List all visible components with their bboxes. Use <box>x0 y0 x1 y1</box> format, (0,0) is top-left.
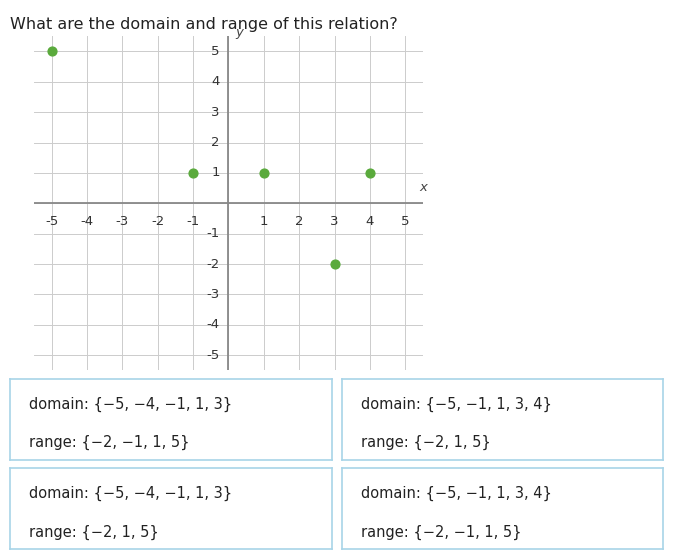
Text: -5: -5 <box>206 349 219 361</box>
Text: 3: 3 <box>330 216 339 228</box>
Text: -4: -4 <box>206 319 219 331</box>
Point <box>329 260 340 268</box>
Text: range: {−2, −1, 1, 5}: range: {−2, −1, 1, 5} <box>30 436 190 451</box>
Text: -4: -4 <box>81 216 93 228</box>
Text: -1: -1 <box>206 227 219 240</box>
Text: 1: 1 <box>259 216 268 228</box>
Point <box>259 168 269 177</box>
Text: -2: -2 <box>206 257 219 271</box>
Text: y: y <box>235 26 243 39</box>
Text: 5: 5 <box>211 45 219 58</box>
Text: 2: 2 <box>295 216 303 228</box>
Text: -1: -1 <box>186 216 200 228</box>
Text: 3: 3 <box>211 106 219 119</box>
Text: 1: 1 <box>211 167 219 179</box>
Text: domain: {−5, −4, −1, 1, 3}: domain: {−5, −4, −1, 1, 3} <box>30 486 233 501</box>
Text: -3: -3 <box>206 288 219 301</box>
Point <box>46 47 57 56</box>
Text: range: {−2, 1, 5}: range: {−2, 1, 5} <box>30 525 159 540</box>
Text: What are the domain and range of this relation?: What are the domain and range of this re… <box>10 17 398 32</box>
Point <box>188 168 198 177</box>
Text: domain: {−5, −1, 1, 3, 4}: domain: {−5, −1, 1, 3, 4} <box>362 397 552 412</box>
Text: -2: -2 <box>151 216 165 228</box>
Text: 4: 4 <box>211 75 219 88</box>
Text: -3: -3 <box>116 216 129 228</box>
Text: 5: 5 <box>401 216 410 228</box>
Text: -5: -5 <box>45 216 58 228</box>
Text: domain: {−5, −1, 1, 3, 4}: domain: {−5, −1, 1, 3, 4} <box>362 486 552 501</box>
Text: domain: {−5, −4, −1, 1, 3}: domain: {−5, −4, −1, 1, 3} <box>30 397 233 412</box>
Text: 2: 2 <box>211 136 219 149</box>
Text: 4: 4 <box>366 216 374 228</box>
Text: range: {−2, −1, 1, 5}: range: {−2, −1, 1, 5} <box>362 525 522 540</box>
Text: x: x <box>420 181 427 194</box>
Text: range: {−2, 1, 5}: range: {−2, 1, 5} <box>362 436 491 451</box>
Point <box>365 168 376 177</box>
